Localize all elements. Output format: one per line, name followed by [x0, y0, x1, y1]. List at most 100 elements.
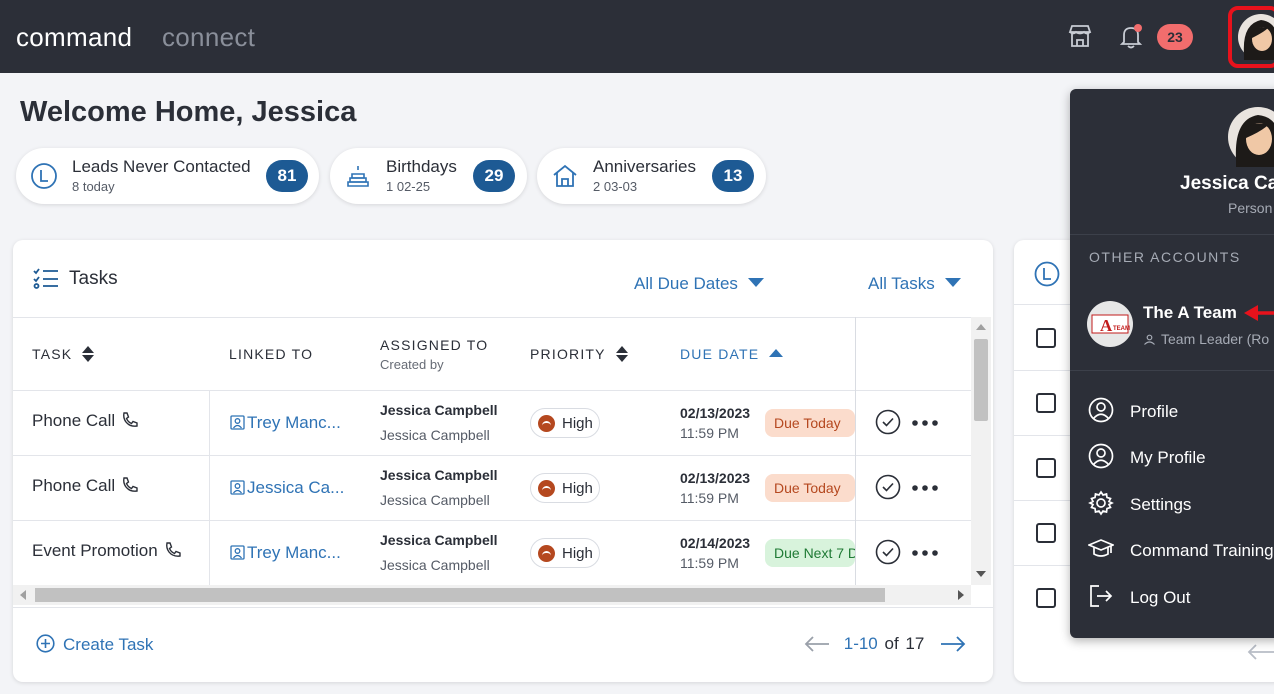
- scroll-thumb[interactable]: [35, 588, 885, 602]
- column-priority-label: PRIORITY: [530, 346, 606, 362]
- status-badge: Due Today: [765, 474, 855, 502]
- scroll-left-arrow-icon[interactable]: [20, 590, 26, 600]
- menu-item-label: Profile: [1130, 402, 1179, 421]
- stat-anniversaries[interactable]: Anniversaries 2 03-03 13: [537, 148, 766, 204]
- due-time: 11:59 PM: [680, 555, 739, 571]
- account-role: Team Leader (Ro: [1143, 331, 1269, 347]
- row-checkbox[interactable]: [1036, 328, 1056, 348]
- user-avatar-button[interactable]: [1228, 6, 1274, 68]
- column-task[interactable]: TASK: [32, 346, 95, 362]
- due-date: 02/13/2023: [680, 405, 751, 421]
- more-options-icon[interactable]: [911, 549, 939, 557]
- priority-badge: High: [530, 538, 600, 568]
- chevron-down-icon: [747, 278, 764, 287]
- linked-contact-link[interactable]: Trey Manc...: [230, 543, 341, 563]
- task-list-icon: [33, 268, 58, 289]
- row-checkbox[interactable]: [1036, 588, 1056, 608]
- priority-badge: High: [530, 408, 600, 438]
- status-badge: Due Next 7 D: [765, 539, 855, 567]
- linked-contact-label: Trey Manc...: [247, 413, 341, 432]
- stat-birthdays[interactable]: Birthdays 1 02-25 29: [330, 148, 527, 204]
- complete-check-icon[interactable]: [875, 474, 901, 500]
- more-options-icon[interactable]: [911, 419, 939, 427]
- vertical-scrollbar[interactable]: [971, 317, 991, 585]
- contact-card-icon: [230, 415, 245, 430]
- avatar: [1228, 107, 1274, 167]
- complete-check-icon[interactable]: [875, 539, 901, 565]
- phone-icon: [123, 477, 138, 492]
- stat-count-badge: 29: [473, 160, 515, 192]
- cake-icon: [347, 166, 369, 187]
- top-nav-bar: command connect 23: [0, 0, 1274, 73]
- task-type-filter[interactable]: All Tasks: [868, 274, 961, 294]
- task-name: Phone Call: [32, 476, 139, 496]
- arrow-left-icon[interactable]: [803, 635, 831, 653]
- task-name-label: Phone Call: [32, 476, 116, 495]
- pagination: 1-10 of 17: [803, 634, 967, 654]
- lead-icon: [1034, 261, 1060, 287]
- linked-contact-label: Jessica Ca...: [247, 478, 345, 497]
- due-date: 02/14/2023: [680, 535, 751, 551]
- column-task-label: TASK: [32, 346, 73, 362]
- stat-title: Leads Never Contacted: [72, 157, 251, 176]
- task-name: Phone Call: [32, 411, 139, 431]
- linked-contact-label: Trey Manc...: [247, 543, 341, 562]
- lead-icon: [31, 163, 57, 189]
- profile-dropdown-menu: Jessica Ca Person OTHER ACCOUNTS A TEAM …: [1070, 89, 1274, 638]
- row-checkbox[interactable]: [1036, 523, 1056, 543]
- priority-high-icon: [538, 480, 555, 497]
- menu-item-label: Command Training: [1130, 541, 1274, 560]
- graduation-cap-icon: [1088, 539, 1114, 557]
- table-row[interactable]: Phone Call Jessica Ca... Jessica Campbel…: [13, 456, 971, 521]
- create-task-button[interactable]: Create Task: [36, 634, 153, 655]
- home-icon: [553, 164, 577, 187]
- assigned-to: Jessica Campbell: [380, 532, 498, 548]
- tasks-title: Tasks: [69, 268, 118, 289]
- priority-label: High: [562, 415, 593, 432]
- team-logo-mark: A TEAM: [1091, 314, 1130, 335]
- notification-count-badge[interactable]: 23: [1157, 24, 1193, 50]
- sticky-column-divider: [855, 317, 856, 585]
- more-options-icon[interactable]: [911, 484, 939, 492]
- horizontal-scrollbar[interactable]: [13, 585, 971, 605]
- scroll-right-arrow-icon[interactable]: [958, 590, 964, 600]
- row-checkbox[interactable]: [1036, 458, 1056, 478]
- column-linked-to: LINKED TO: [229, 346, 314, 362]
- table-row[interactable]: Phone Call Trey Manc... Jessica Campbell…: [13, 391, 971, 456]
- column-divider: [209, 391, 210, 585]
- team-logo-letter: A: [1100, 316, 1113, 335]
- scroll-down-arrow-icon[interactable]: [976, 571, 986, 577]
- stat-leads-never-contacted[interactable]: Leads Never Contacted 8 today 81: [16, 148, 319, 204]
- scroll-thumb[interactable]: [974, 339, 988, 421]
- brand-command-tab[interactable]: command: [16, 22, 133, 52]
- column-due-date[interactable]: DUE DATE: [680, 346, 784, 362]
- user-circle-icon: [1088, 397, 1114, 423]
- bell-icon[interactable]: [1117, 22, 1145, 50]
- divider: [1070, 370, 1274, 371]
- menu-item-label: Log Out: [1130, 588, 1191, 607]
- chevron-down-icon: [944, 278, 961, 287]
- sort-icon: [82, 346, 95, 362]
- arrow-right-icon[interactable]: [939, 635, 967, 653]
- priority-badge: High: [530, 473, 600, 503]
- dropdown-user-name: Jessica Ca: [1180, 173, 1274, 194]
- complete-check-icon[interactable]: [875, 409, 901, 435]
- scroll-up-arrow-icon[interactable]: [976, 324, 986, 330]
- column-priority[interactable]: PRIORITY: [530, 346, 628, 362]
- team-logo-word: TEAM: [1113, 326, 1130, 332]
- due-date-filter[interactable]: All Due Dates: [634, 274, 764, 294]
- contact-card-icon: [230, 545, 245, 560]
- arrow-left-icon[interactable]: [1246, 642, 1274, 662]
- priority-label: High: [562, 480, 593, 497]
- linked-contact-link[interactable]: Jessica Ca...: [230, 478, 344, 498]
- table-row[interactable]: Event Promotion Trey Manc... Jessica Cam…: [13, 521, 971, 586]
- stat-subtitle: 8 today: [72, 179, 115, 194]
- created-by: Jessica Campbell: [380, 557, 490, 573]
- created-by: Jessica Campbell: [380, 492, 490, 508]
- team-logo: A TEAM: [1087, 301, 1133, 347]
- brand-connect-tab[interactable]: connect: [162, 22, 256, 52]
- linked-contact-link[interactable]: Trey Manc...: [230, 413, 341, 433]
- row-checkbox[interactable]: [1036, 393, 1056, 413]
- storefront-icon[interactable]: [1066, 22, 1094, 50]
- account-the-a-team[interactable]: The A Team: [1143, 303, 1237, 322]
